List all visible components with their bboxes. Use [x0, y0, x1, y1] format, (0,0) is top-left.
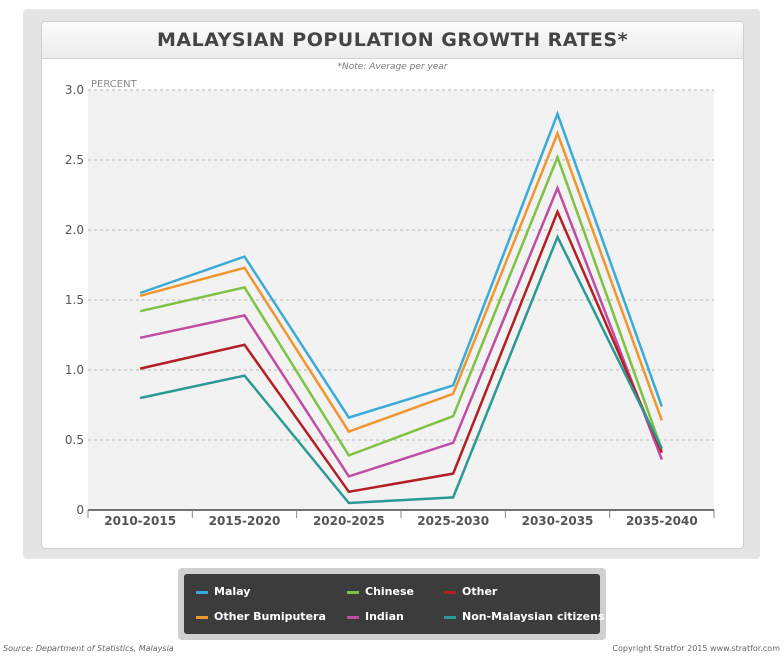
- x-tick-label: 2010-2015: [104, 514, 176, 528]
- y-tick-label: 2.5: [65, 153, 84, 167]
- source-note: Source: Department of Statistics, Malays…: [3, 644, 174, 653]
- title-bar: MALAYSIAN POPULATION GROWTH RATES*: [42, 22, 743, 59]
- chart-title: MALAYSIAN POPULATION GROWTH RATES*: [156, 29, 629, 51]
- y-tick-label: 2.0: [65, 223, 84, 237]
- legend-swatch: [347, 591, 359, 594]
- legend-label: Other Bumiputera: [214, 610, 326, 623]
- series-lines: [139, 110, 664, 505]
- series-line-non-malaysian-citizens: [139, 233, 663, 505]
- legend-swatch: [196, 616, 208, 619]
- y-tick-label: 1.5: [65, 293, 84, 307]
- legend-swatch: [444, 616, 456, 619]
- y-tick-label: 0.5: [65, 433, 84, 447]
- x-tick-label: 2020-2025: [313, 514, 385, 528]
- series-line-malay: [139, 110, 664, 420]
- legend-swatch: [196, 591, 208, 594]
- series-line-other-bumiputera: [139, 129, 664, 434]
- x-tick-label: 2025-2030: [417, 514, 489, 528]
- axes: 0 0.5 1.0 1.5 2.0 2.5 3.0 2010-2015 2015-2020 202…: [65, 83, 715, 528]
- legend-label: Malay: [214, 585, 251, 598]
- y-axis-label: PERCENT: [91, 79, 138, 90]
- y-tick-label: 1.0: [65, 363, 84, 377]
- y-tick-label: 3.0: [65, 83, 84, 97]
- x-tick-label: 2015-2020: [209, 514, 281, 528]
- x-tick-label: 2030-2035: [522, 514, 594, 528]
- legend-panel: Malay Chinese Other Other Bumiputera Indian N…: [184, 574, 605, 634]
- legend-label: Chinese: [365, 585, 414, 598]
- series-line-chinese: [139, 153, 664, 457]
- legend-swatch: [444, 591, 456, 594]
- legend-label: Non-Malaysian citizens: [462, 610, 605, 623]
- legend-label: Indian: [365, 610, 404, 623]
- series-line-other: [139, 208, 663, 494]
- legend-swatch: [347, 616, 359, 619]
- series-line-indian: [139, 184, 664, 478]
- copyright-note: Copyright Stratfor 2015 www.stratfor.com: [612, 644, 780, 653]
- y-tick-label: 0: [76, 503, 84, 517]
- legend-label: Other: [462, 585, 498, 598]
- legend: Malay Chinese Other Other Bumiputera Indian N…: [178, 568, 606, 640]
- gridlines: [88, 89, 714, 441]
- x-tick-label: 2035-2040: [626, 514, 698, 528]
- chart-subtitle: *Note: Average per year: [337, 62, 448, 72]
